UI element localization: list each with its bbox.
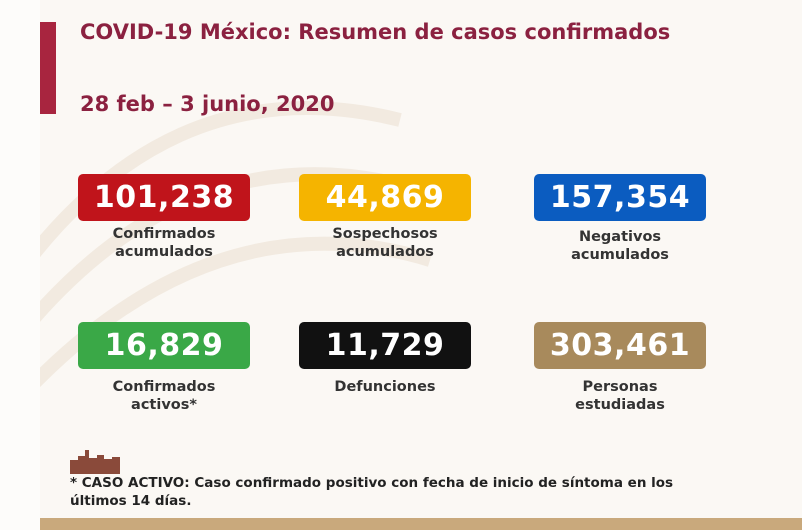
stat-label: Confirmados acumulados: [112, 226, 216, 260]
stat-defunciones: 11,729 Defunciones: [299, 322, 471, 396]
stat-label: Personas estudiadas: [575, 379, 665, 413]
bottom-decorative-bar: [40, 518, 802, 530]
stat-value-box: 44,869: [299, 174, 471, 221]
stat-label: Defunciones: [334, 379, 436, 395]
page-title: COVID-19 México: Resumen de casos confir…: [80, 20, 671, 44]
crowd-illustration-icon: [70, 450, 120, 474]
stat-label: Confirmados activos*: [112, 379, 216, 413]
date-range: 28 feb – 3 junio, 2020: [80, 92, 335, 116]
stat-confirmados-activos: 16,829 Confirmados activos*: [78, 322, 250, 414]
stat-value-box: 101,238: [78, 174, 250, 221]
stat-label: Sospechosos acumulados: [332, 226, 438, 260]
stat-value-box: 16,829: [78, 322, 250, 369]
stat-value-box: 303,461: [534, 322, 706, 369]
stat-label: Negativos acumulados: [571, 229, 669, 263]
stat-confirmados-acumulados: 101,238 Confirmados acumulados: [78, 174, 250, 261]
slide-background: [40, 0, 802, 530]
stat-personas-estudiadas: 303,461 Personas estudiadas: [534, 322, 706, 414]
stat-value-box: 11,729: [299, 322, 471, 369]
footnote: * CASO ACTIVO: Caso confirmado positivo …: [70, 475, 674, 509]
stat-negativos-acumulados: 157,354 Negativos acumulados: [534, 174, 706, 264]
stat-sospechosos-acumulados: 44,869 Sospechosos acumulados: [299, 174, 471, 261]
title-accent-bar: [40, 22, 56, 114]
stat-value-box: 157,354: [534, 174, 706, 221]
